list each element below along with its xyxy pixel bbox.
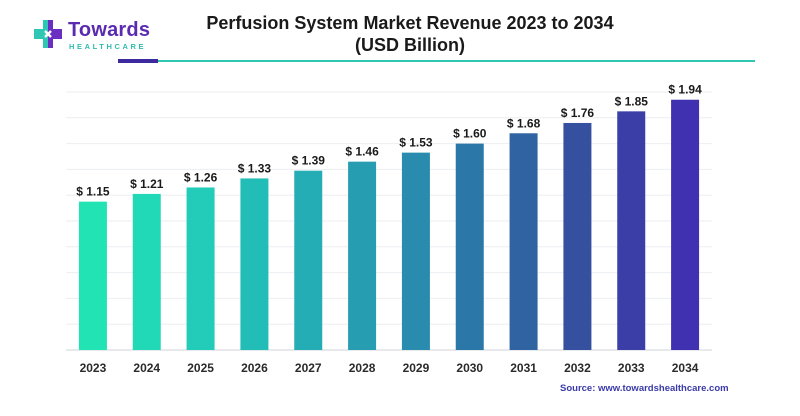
x-tick-2023: 2023 <box>80 361 107 375</box>
data-label-2025: $ 1.26 <box>184 170 218 184</box>
medical-cross-icon <box>34 20 62 48</box>
chart-title: Perfusion System Market Revenue 2023 to … <box>190 12 630 56</box>
brand-logo: Towards HEALTHCARE <box>32 18 152 52</box>
x-tick-2027: 2027 <box>295 361 322 375</box>
bar-2023 <box>78 201 107 350</box>
bar-2025 <box>186 187 215 350</box>
x-tick-2031: 2031 <box>510 361 537 375</box>
bar-2029 <box>401 152 430 350</box>
data-label-2031: $ 1.68 <box>507 116 541 130</box>
bar-2024 <box>132 193 161 350</box>
bar-2028 <box>348 161 377 350</box>
data-label-2032: $ 1.76 <box>561 106 595 120</box>
data-label-2026: $ 1.33 <box>238 161 272 175</box>
x-tick-2025: 2025 <box>187 361 214 375</box>
x-tick-2034: 2034 <box>672 361 699 375</box>
x-tick-2033: 2033 <box>618 361 645 375</box>
title-rule-line <box>158 60 755 62</box>
chart-title-line-2: (USD Billion) <box>355 35 465 55</box>
data-label-2033: $ 1.85 <box>615 94 649 108</box>
data-label-2028: $ 1.46 <box>345 145 379 159</box>
logo-tagline: HEALTHCARE <box>69 42 147 51</box>
x-tick-2028: 2028 <box>349 361 376 375</box>
bar-2030 <box>455 143 484 350</box>
logo-wordmark: Towards <box>68 19 151 41</box>
bar-2027 <box>294 170 323 350</box>
x-tick-2030: 2030 <box>456 361 483 375</box>
bar-2031 <box>509 133 538 350</box>
bar-2034 <box>671 99 700 351</box>
data-label-2029: $ 1.53 <box>399 136 433 150</box>
data-label-2023: $ 1.15 <box>76 185 110 199</box>
source-note: Source: www.towardshealthcare.com <box>560 383 729 394</box>
data-label-2024: $ 1.21 <box>130 177 164 191</box>
bar-2033 <box>617 111 646 350</box>
bar-2032 <box>563 122 592 351</box>
data-label-2030: $ 1.60 <box>453 127 487 141</box>
title-rule-accent <box>118 59 158 63</box>
x-tick-2024: 2024 <box>133 361 160 375</box>
x-tick-2026: 2026 <box>241 361 268 375</box>
chart-title-line-1: Perfusion System Market Revenue 2023 to … <box>206 13 614 33</box>
x-tick-2029: 2029 <box>403 361 430 375</box>
x-tick-2032: 2032 <box>564 361 591 375</box>
data-label-2034: $ 1.94 <box>668 83 702 97</box>
bar-2026 <box>240 178 269 350</box>
data-label-2027: $ 1.39 <box>292 154 326 168</box>
